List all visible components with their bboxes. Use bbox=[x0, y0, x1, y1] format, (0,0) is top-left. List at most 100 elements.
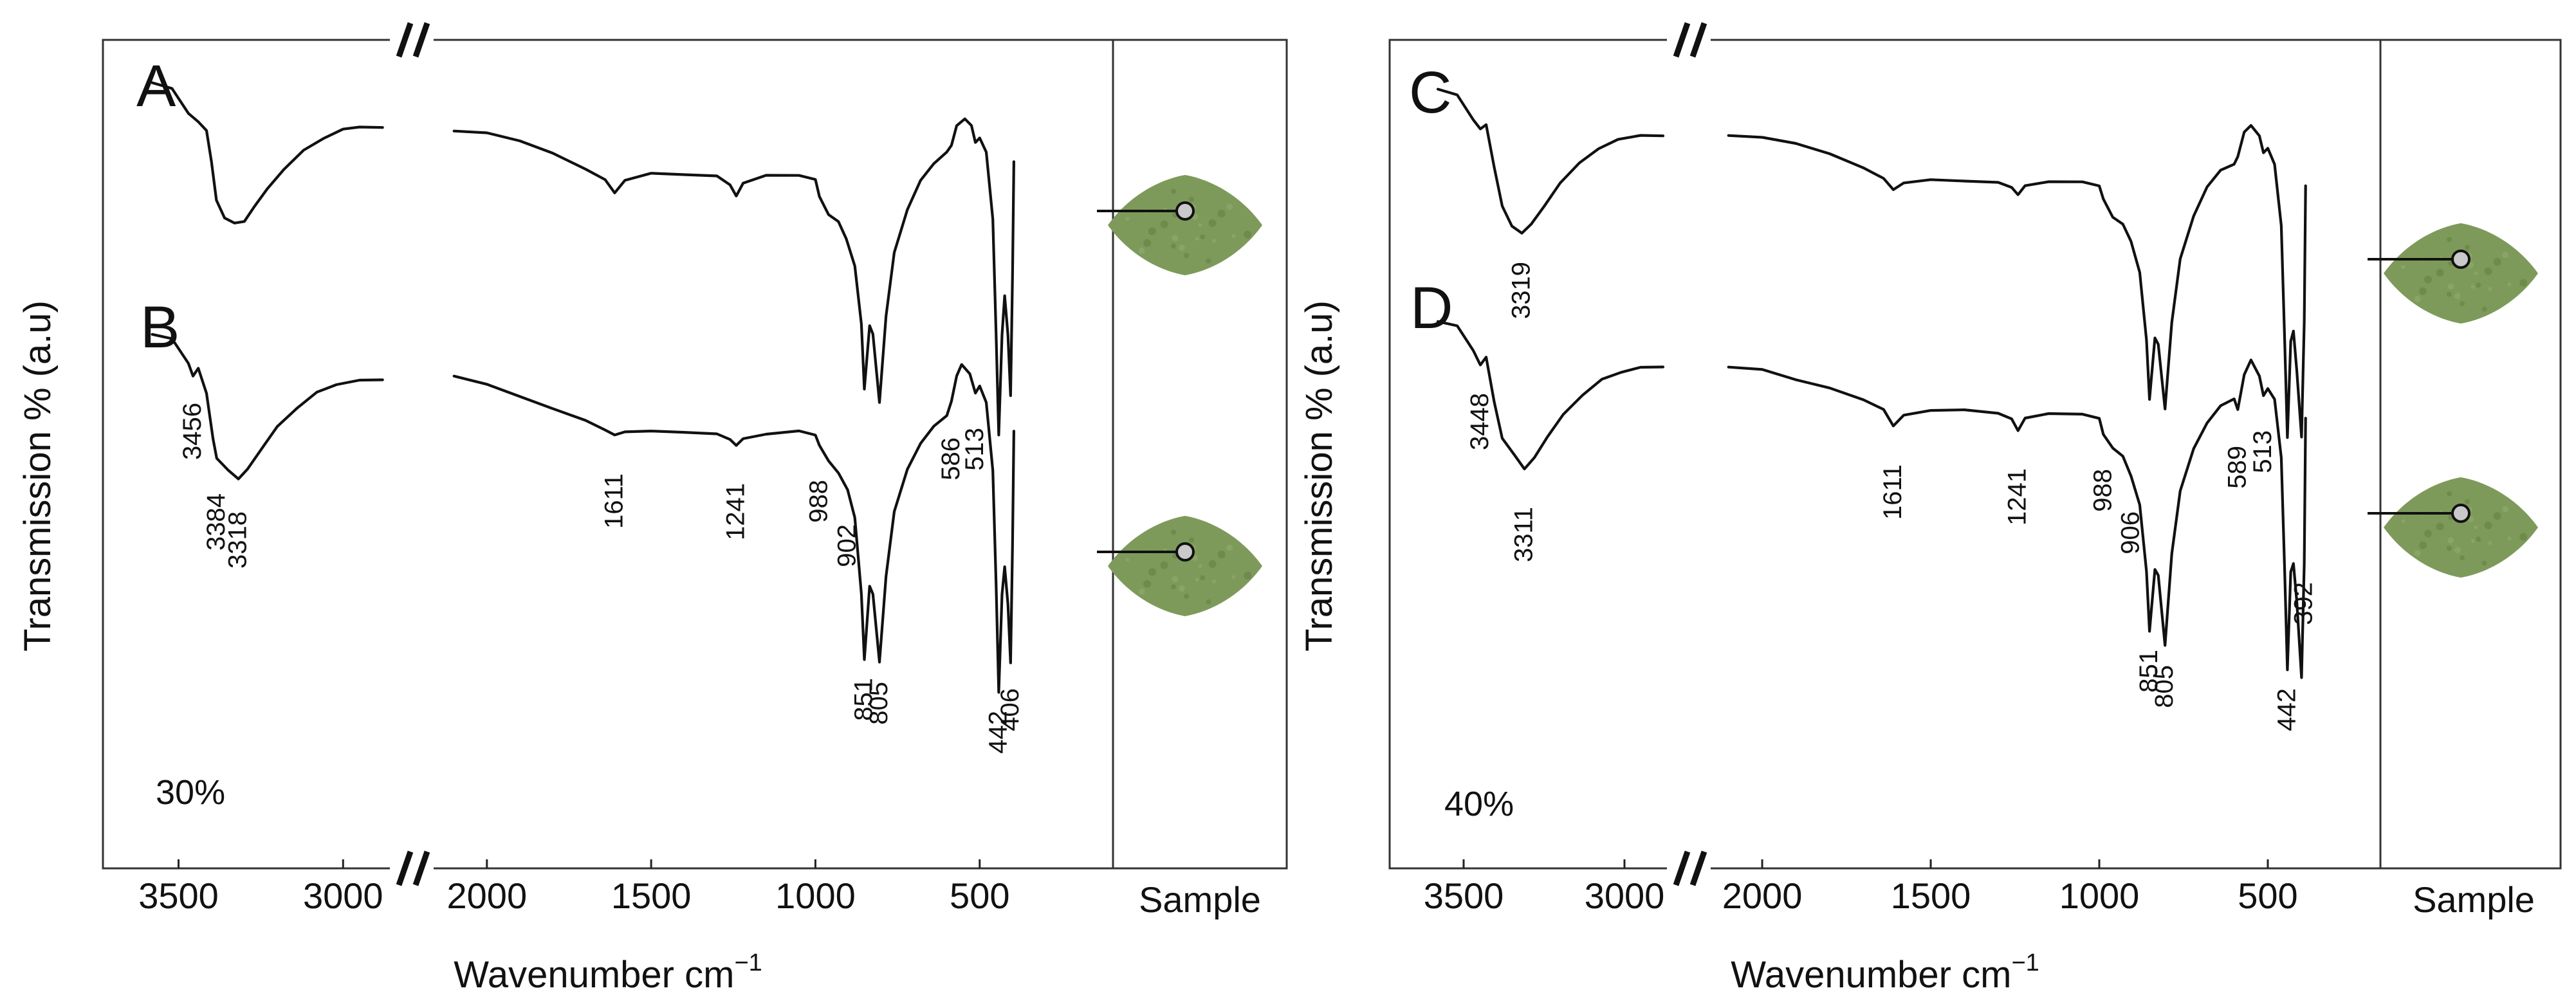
swatch-shape bbox=[2384, 223, 2538, 324]
axis-break-icon bbox=[1667, 22, 1711, 58]
spectrum-line-b-high bbox=[151, 333, 384, 480]
peak-label: 851 bbox=[850, 678, 878, 721]
swatch-texture bbox=[1244, 230, 1252, 239]
axis-break-stroke bbox=[412, 22, 430, 58]
peak-label: 805 bbox=[2150, 665, 2178, 708]
swatch-texture bbox=[1195, 578, 1199, 582]
peak-label: 902 bbox=[833, 524, 861, 567]
sample-column-label-right: Sample bbox=[2413, 879, 2535, 920]
axis-break-icon bbox=[390, 22, 434, 58]
peak-label: 1241 bbox=[2003, 468, 2032, 526]
swatch-texture bbox=[1208, 219, 1217, 227]
x-tick-label: 3000 bbox=[1585, 875, 1665, 916]
x-tick-label: 1000 bbox=[2059, 875, 2140, 916]
x-axis-ticks-right: 3500 3000 2000 1500 1000 500 bbox=[1424, 859, 2298, 916]
swatch-texture bbox=[2454, 293, 2461, 300]
swatch-body bbox=[2384, 223, 2538, 324]
swatch-texture bbox=[2419, 287, 2427, 295]
peak-label: 589 bbox=[2223, 446, 2251, 489]
x-axis-title-left: Wavenumber cm−1 bbox=[454, 949, 762, 996]
sample-column-frame-left bbox=[1112, 39, 1288, 870]
swatch-texture bbox=[1171, 529, 1177, 535]
axis-break-stroke bbox=[1673, 22, 1691, 58]
spectrum-line-a-low bbox=[452, 117, 1015, 437]
swatch-texture bbox=[2519, 533, 2528, 541]
swatch-texture bbox=[1138, 248, 1145, 254]
swatch-shape bbox=[2384, 477, 2538, 578]
swatch-texture bbox=[2447, 537, 2454, 544]
swatch-texture bbox=[2436, 522, 2444, 531]
swatch-texture bbox=[2484, 267, 2492, 275]
swatch-texture bbox=[2436, 268, 2444, 277]
peak-label: 988 bbox=[805, 480, 833, 523]
swatch-texture bbox=[1212, 239, 1217, 243]
axis-break-icon bbox=[390, 850, 434, 886]
swatch-texture bbox=[1226, 203, 1233, 210]
swatch-texture bbox=[1125, 217, 1130, 221]
peak-label: 3319 bbox=[1507, 262, 1536, 319]
sample-swatches bbox=[1097, 175, 2538, 616]
peak-label: 3448 bbox=[1466, 393, 1494, 450]
swatch-texture bbox=[1198, 564, 1202, 568]
sample-column-frame-right bbox=[2379, 39, 2562, 870]
swatch-texture bbox=[2481, 306, 2487, 312]
peak-label: 1241 bbox=[721, 483, 750, 540]
axis-break-stroke bbox=[396, 22, 414, 58]
swatch-texture bbox=[2502, 506, 2509, 513]
peak-label: 586 bbox=[937, 437, 965, 480]
swatch-texture bbox=[2401, 265, 2406, 270]
y-axis-title-right: Transmission % (a.u) bbox=[1298, 300, 1340, 652]
swatch-texture bbox=[2460, 555, 2465, 561]
swatch-texture bbox=[2414, 296, 2421, 302]
swatch-texture bbox=[1206, 599, 1211, 605]
spectrum-line-c-high bbox=[1436, 87, 1665, 235]
swatch-texture bbox=[2507, 282, 2512, 287]
swatch-texture bbox=[2488, 287, 2492, 291]
swatch-texture bbox=[1138, 589, 1145, 595]
swatch-texture bbox=[1170, 584, 1176, 590]
spectra-left bbox=[151, 81, 1015, 694]
y-axis-title-left: Transmission % (a.u) bbox=[17, 300, 59, 652]
concentration-label-30: 30% bbox=[156, 773, 225, 812]
spectrum-line-d-high bbox=[1436, 320, 1665, 471]
swatch-texture bbox=[2476, 282, 2481, 288]
peak-label: 805 bbox=[865, 682, 893, 725]
panel-left: A B 30% 3500 3000 2000 1500 1000 500 3456 3384… bbox=[17, 39, 1288, 996]
x-tick-label: 3500 bbox=[138, 875, 219, 916]
spectra-right bbox=[1436, 87, 2307, 679]
axis-breaks bbox=[390, 22, 1711, 886]
swatch-leader-dot bbox=[1175, 542, 1195, 562]
panel-label-b: B bbox=[140, 295, 179, 360]
panel-label-d: D bbox=[1410, 275, 1453, 341]
swatch-texture bbox=[2419, 541, 2427, 549]
swatch-texture bbox=[1226, 544, 1233, 551]
swatch-texture bbox=[2446, 291, 2452, 297]
swatch-texture bbox=[1206, 258, 1211, 264]
swatch-texture bbox=[2476, 536, 2481, 542]
swatch-texture bbox=[2481, 560, 2487, 566]
swatch-texture bbox=[2447, 237, 2452, 242]
swatch-texture bbox=[2474, 526, 2478, 529]
swatch-texture bbox=[2502, 252, 2509, 259]
peak-label: 1611 bbox=[600, 473, 628, 529]
swatch-texture bbox=[1178, 244, 1185, 252]
swatch-texture bbox=[1143, 239, 1152, 247]
swatch-texture bbox=[1189, 537, 1194, 543]
swatch-texture bbox=[1200, 575, 1206, 581]
sample-swatch-icon bbox=[1097, 175, 1262, 275]
swatch-texture bbox=[2493, 512, 2501, 520]
x-axis-title-right: Wavenumber cm−1 bbox=[1731, 949, 2039, 996]
spectrum-line-a-high bbox=[151, 81, 384, 224]
sample-swatch-icon bbox=[2368, 223, 2538, 324]
swatch-texture bbox=[1184, 253, 1190, 259]
peak-label: 988 bbox=[2088, 469, 2117, 512]
swatch-texture bbox=[1125, 558, 1130, 562]
swatch-texture bbox=[1189, 196, 1194, 202]
x-tick-label: 1000 bbox=[775, 875, 856, 916]
peak-label: 1611 bbox=[1879, 464, 1907, 520]
peak-label: 442 bbox=[2272, 688, 2301, 731]
x-tick-label: 1500 bbox=[611, 875, 692, 916]
